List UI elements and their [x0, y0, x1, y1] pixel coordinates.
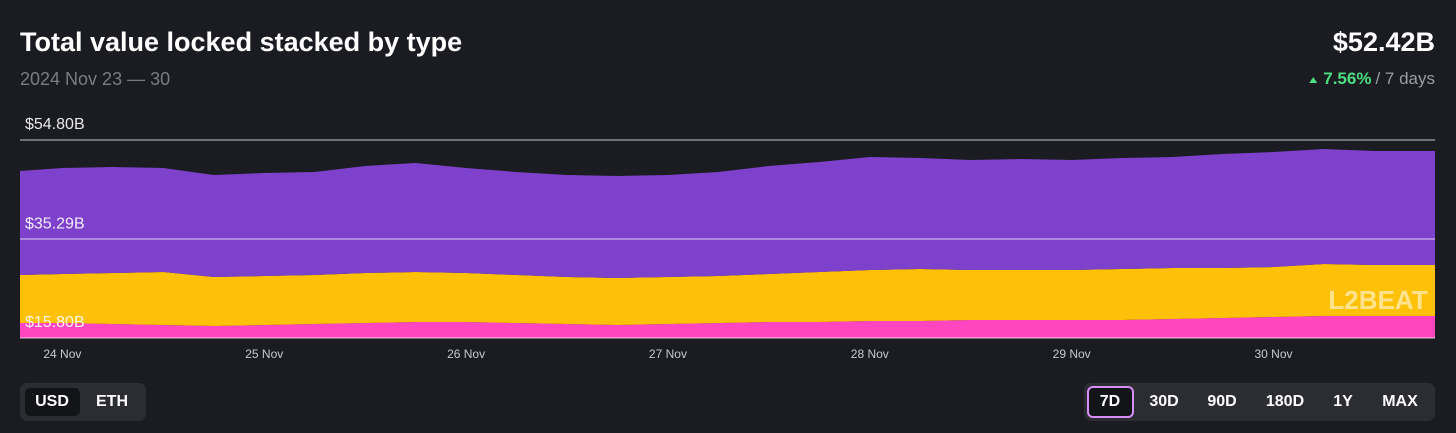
- y-tick-label: $35.29B: [25, 215, 85, 232]
- chart-subtitle: 2024 Nov 23 — 30: [20, 69, 170, 89]
- range-button[interactable]: 7D: [1100, 393, 1120, 410]
- change-period: / 7 days: [1375, 69, 1435, 88]
- area: [20, 316, 1435, 338]
- x-tick-label: 30 Nov: [1255, 347, 1293, 361]
- change-line: 7.56%/ 7 days: [1323, 69, 1435, 88]
- x-tick-label: 28 Nov: [851, 347, 889, 361]
- chart-title: Total value locked stacked by type: [20, 27, 462, 57]
- axes: $54.80B $35.29B $15.80B 24 Nov 25 Nov 26 Nov 2…: [20, 116, 1435, 361]
- y-tick-label: $15.80B: [25, 314, 85, 331]
- x-tick-label: 29 Nov: [1053, 347, 1091, 361]
- range-button[interactable]: MAX: [1382, 393, 1418, 410]
- range-button[interactable]: 1Y: [1333, 393, 1353, 410]
- plot-area: [20, 148, 1435, 338]
- x-tick-label: 25 Nov: [245, 347, 283, 361]
- range-button[interactable]: 90D: [1207, 393, 1236, 410]
- up-arrow: [1309, 77, 1318, 83]
- controls: USD ETH 7D 30D 90D 180D 1Y MAX: [20, 383, 1435, 421]
- selected-currency: [25, 388, 80, 416]
- y-tick-label: $54.80B: [25, 116, 85, 133]
- watermark: L2BEAT: [1328, 285, 1427, 315]
- range-button[interactable]: 30D: [1149, 393, 1178, 410]
- selected-range: [1087, 386, 1134, 418]
- currency-button[interactable]: ETH: [96, 393, 128, 410]
- area: [20, 148, 1435, 278]
- total-value: $52.42B: [1333, 27, 1435, 57]
- area: [20, 263, 1435, 327]
- change-value: 7.56%: [1323, 69, 1371, 88]
- x-tick-label: 26 Nov: [447, 347, 485, 361]
- currency-button[interactable]: USD: [35, 393, 69, 410]
- range-toggle: [1084, 383, 1435, 421]
- range-button[interactable]: 180D: [1266, 393, 1304, 410]
- x-tick-label: 24 Nov: [43, 347, 81, 361]
- x-tick-label: 27 Nov: [649, 347, 687, 361]
